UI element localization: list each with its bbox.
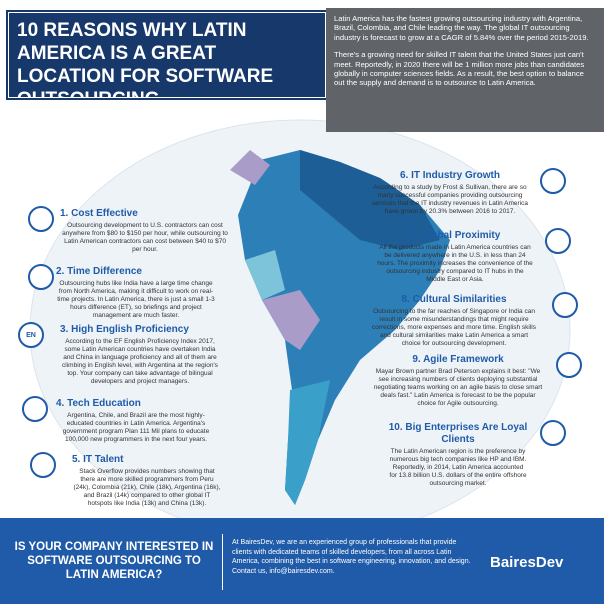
reason-title: 6. IT Industry Growth [399, 170, 500, 181]
reason-text: Stack Overflow provides numbers showing … [73, 468, 221, 507]
reason: 5. IT Talent Stack Overflow provides numb… [72, 454, 222, 508]
footer-text: At BairesDev, we are an experienced grou… [232, 539, 471, 575]
intro-paragraph: Latin America has the fastest growing ou… [334, 14, 589, 42]
footer-banner: IS YOUR COMPANY INTERESTED IN SOFTWARE O… [0, 518, 604, 604]
reason: 8. Cultural Similarities Outsourcing to t… [370, 294, 538, 348]
reason-icon [556, 352, 582, 378]
title: 10 REASONS WHY LATIN AMERICA IS A GREAT … [6, 10, 328, 110]
reason-title: 3. High English Proficiency [60, 324, 189, 335]
intro-paragraph: There's a growing need for skilled IT ta… [334, 50, 585, 88]
reason-title: 9. Agile Framework [412, 354, 504, 365]
reason-text: Outsourcing hubs like India have a large… [57, 280, 215, 319]
reason: 9. Agile Framework Mayar Brown partner Br… [372, 354, 544, 408]
reason-title: 2. Time Difference [56, 266, 142, 277]
reason-text: According to the EF English Proficiency … [62, 338, 218, 385]
reason-icon: EN [18, 322, 44, 348]
reason-icon [545, 228, 571, 254]
reason: 10. Big Enterprises Are Loyal Clients The… [388, 422, 528, 488]
reason-title: 4. Tech Education [56, 398, 141, 409]
divider [222, 534, 223, 590]
intro-box: Latin America has the fastest growing ou… [326, 8, 604, 132]
reason-icon [28, 206, 54, 232]
reason: 4. Tech Education Argentina, Chile, and B… [56, 398, 216, 444]
reason: 6. IT Industry Growth According to a stud… [370, 170, 530, 216]
reason: 2. Time Difference Outsourcing hubs like … [56, 266, 216, 320]
reason-text: According to a study by Frost & Sullivan… [372, 184, 528, 215]
reason-text: Mayar Brown partner Brad Peterson explai… [373, 368, 543, 407]
footer-question: IS YOUR COMPANY INTERESTED IN SOFTWARE O… [14, 541, 214, 581]
reason-title: 10. Big Enterprises Are Loyal Clients [388, 422, 528, 445]
reason-title: 5. IT Talent [72, 454, 124, 465]
reason-text: Outsourcing development to U.S. contract… [62, 222, 228, 253]
reason-icon [28, 264, 54, 290]
reason-text: Argentina, Chile, and Brazil are the mos… [62, 412, 210, 443]
logo: BairesDev [490, 554, 564, 571]
reason-text: The Latin American region is the prefere… [389, 448, 527, 487]
reason-text: All the products made in Latin America c… [377, 244, 533, 283]
reason-title: 7. Global Proximity [409, 230, 501, 241]
reason-icon [540, 168, 566, 194]
reason: 1. Cost Effective Outsourcing development… [60, 208, 230, 254]
reason-title: 1. Cost Effective [60, 208, 138, 219]
reason: 7. Global Proximity All the products made… [376, 230, 534, 284]
reason-icon [552, 292, 578, 318]
reason-text: Outsourcing to the far reaches of Singap… [371, 308, 536, 347]
reason-icon [22, 396, 48, 422]
reason-icon [30, 452, 56, 478]
reason-icon [540, 420, 566, 446]
reason-title: 8. Cultural Similarities [401, 294, 507, 305]
reason: 3. High English Proficiency According to … [60, 324, 220, 386]
